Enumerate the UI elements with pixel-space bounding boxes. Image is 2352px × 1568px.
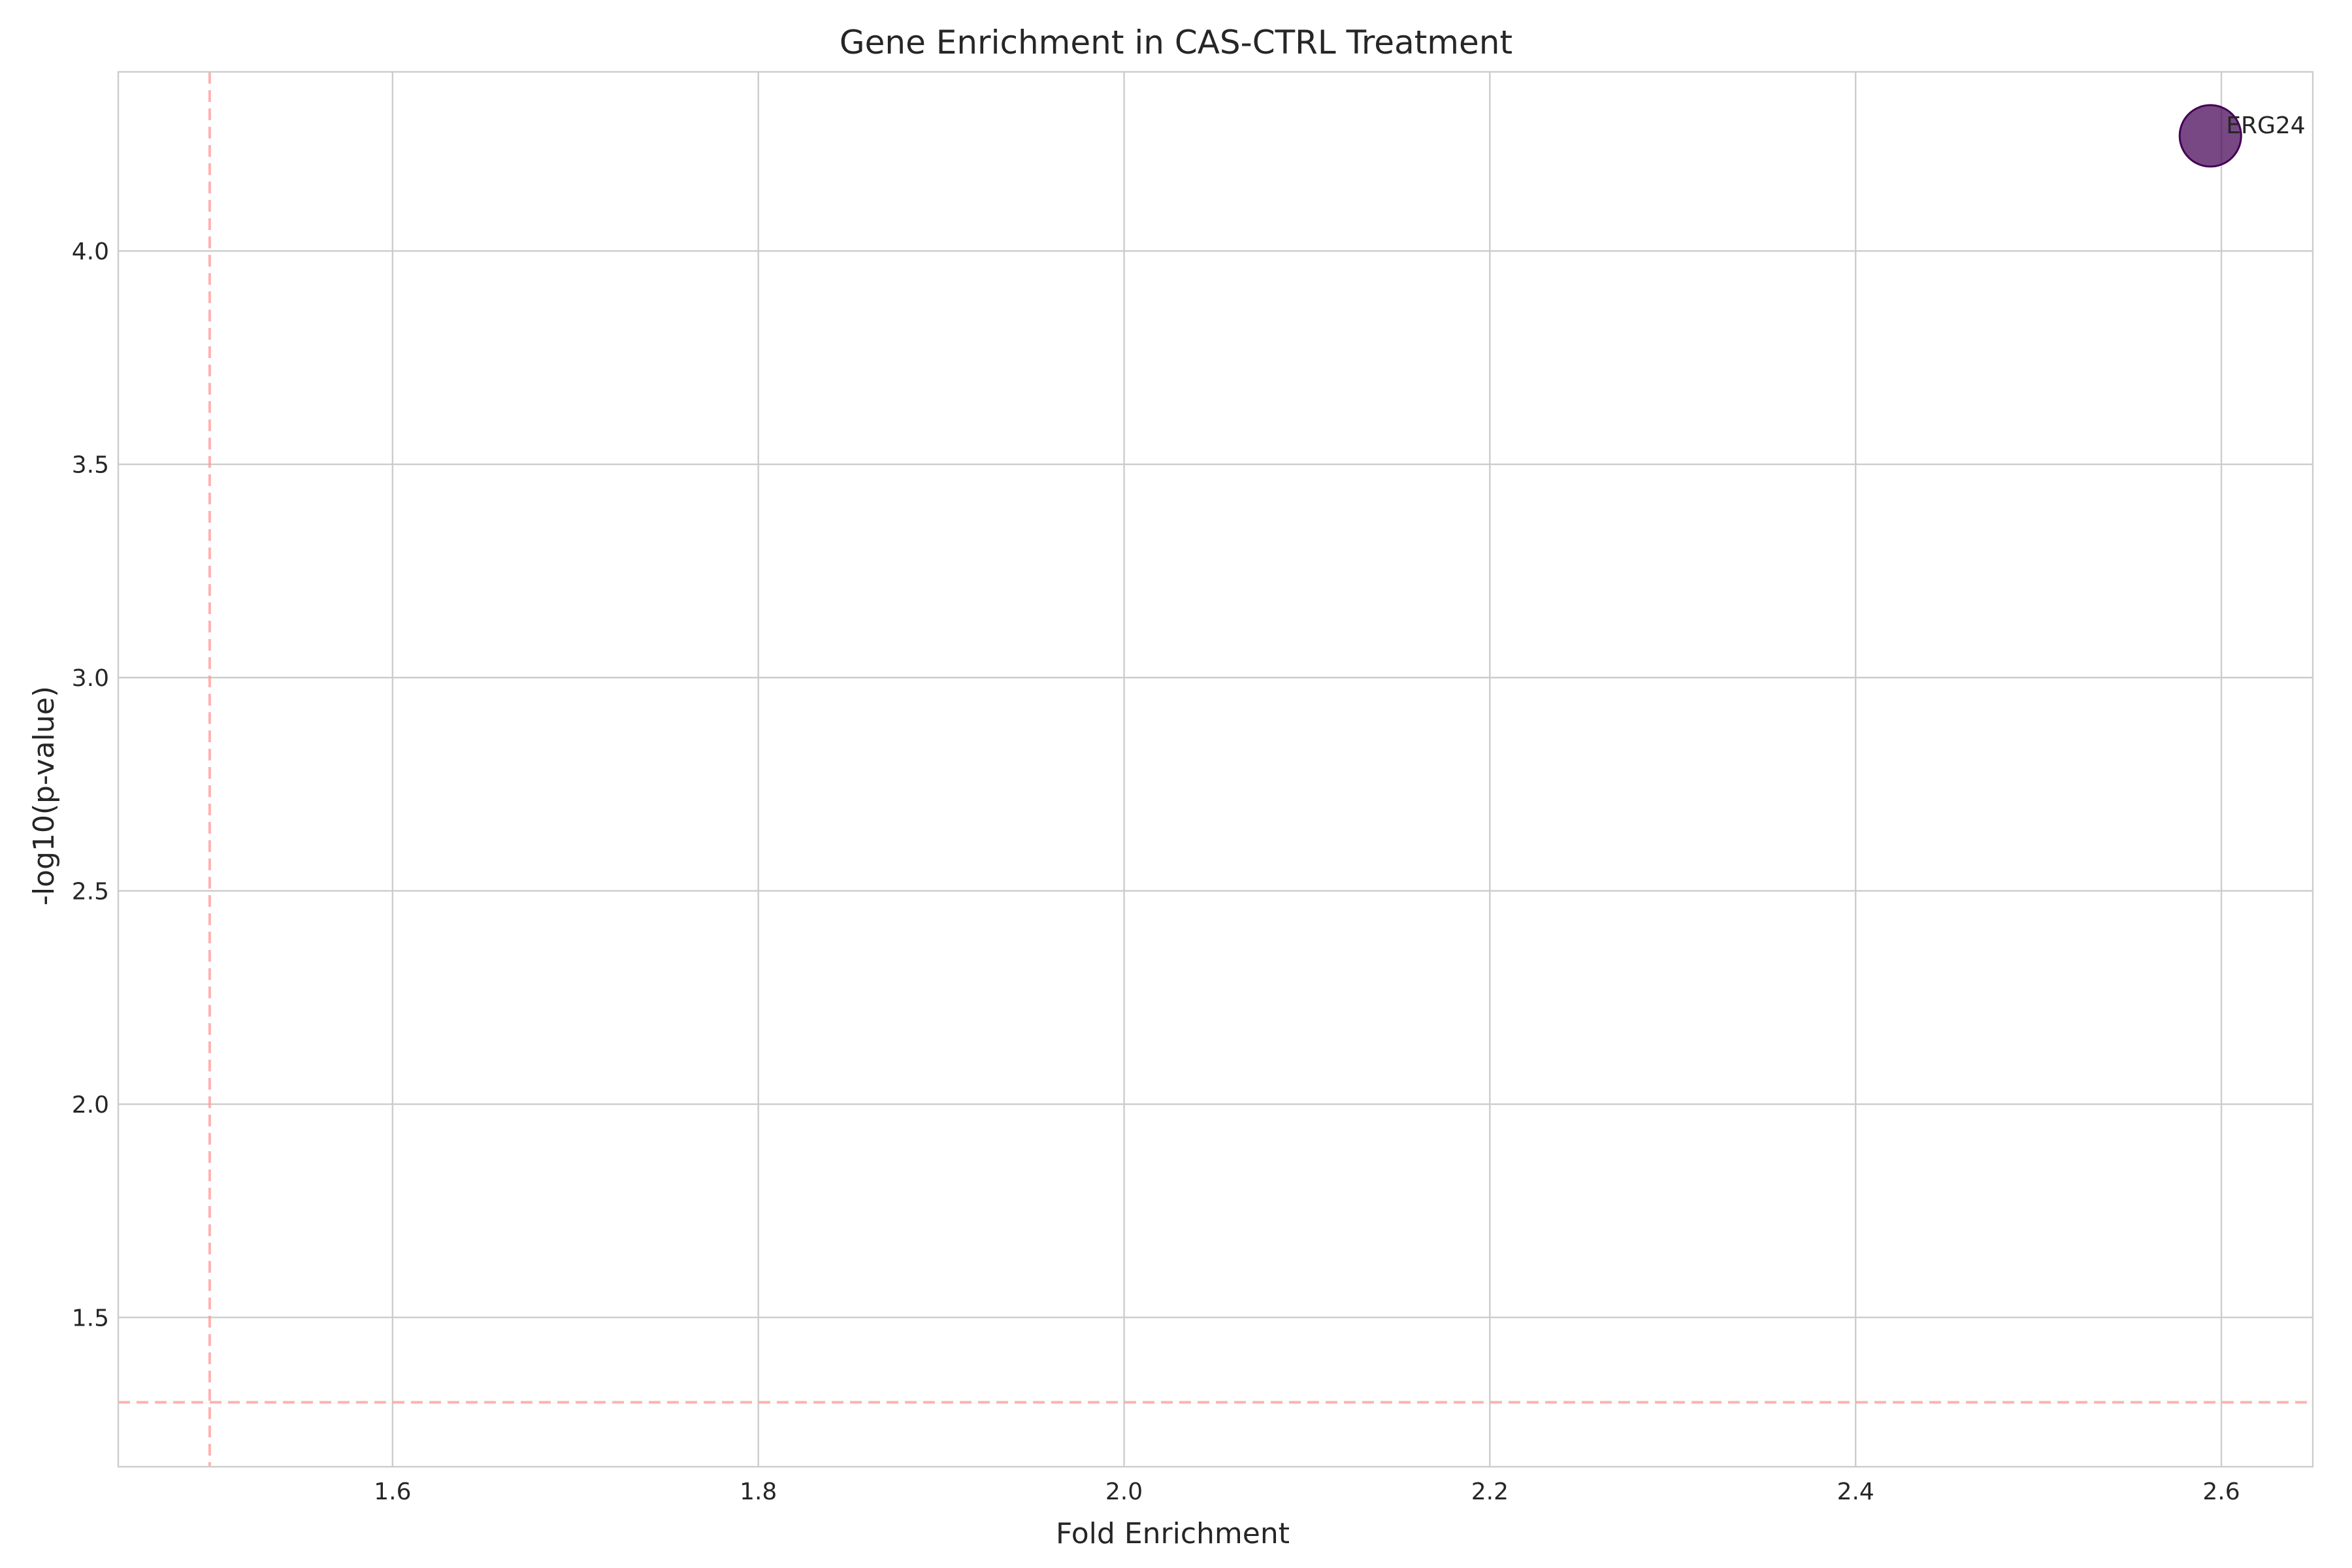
x-axis-label: Fold Enrichment [1056, 1517, 1290, 1550]
x-tick-label: 1.6 [374, 1478, 411, 1505]
threshold-lines [118, 72, 2313, 1467]
grid [118, 72, 2313, 1467]
y-tick-label: 1.5 [72, 1305, 109, 1331]
data-points: ERG24 [2178, 104, 2306, 168]
y-axis-label: -log10(p-value) [27, 686, 61, 906]
chart-title: Gene Enrichment in CAS-CTRL Treatment [840, 24, 1512, 61]
y-tick-label: 3.0 [72, 665, 109, 692]
x-tick-label: 2.6 [2202, 1478, 2240, 1505]
plot-frame [117, 71, 2314, 1468]
x-tick-label: 1.8 [740, 1478, 777, 1505]
x-tick-label: 2.4 [1837, 1478, 1874, 1505]
y-tick-label: 2.5 [72, 879, 109, 906]
tick-labels: 1.6 1.8 2.0 2.2 2.4 2.6 1.5 2.0 2.5 3.0 3.5 4.0 [72, 238, 2240, 1505]
y-tick-label: 4.0 [72, 238, 109, 265]
x-tick-label: 2.0 [1105, 1478, 1143, 1505]
data-point [2178, 104, 2242, 168]
y-tick-label: 3.5 [72, 452, 109, 479]
x-tick-label: 2.2 [1471, 1478, 1509, 1505]
y-tick-label: 2.0 [72, 1092, 109, 1119]
point-label: ERG24 [2226, 112, 2305, 139]
